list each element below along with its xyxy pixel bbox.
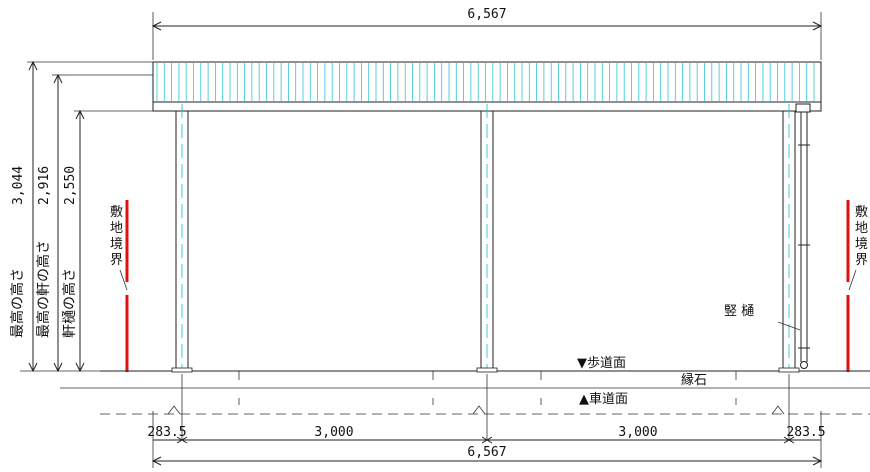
left-span-dimension: 3,000 <box>314 425 353 440</box>
downspout-label: 竪 樋 <box>724 303 754 319</box>
boundary-left-label: 敷地境界 <box>110 205 123 268</box>
top-overall-dimension: 6,567 <box>151 7 823 60</box>
curb-label: 縁石 <box>681 372 707 388</box>
post-right <box>782 104 796 372</box>
roof-panel <box>152 61 822 112</box>
roadway-level-label: ▲車道面 <box>579 392 628 407</box>
boundary-right-label: 敷地境界 <box>855 205 868 268</box>
roof-hatch <box>156 63 815 101</box>
right-span-dimension: 3,000 <box>618 425 657 440</box>
height-dimension-max <box>27 60 153 373</box>
ground <box>60 367 870 415</box>
boundary-left <box>119 200 129 372</box>
max-height-value-group: 3,044 <box>11 166 26 205</box>
max-eave-value-group: 2,916 <box>37 166 52 205</box>
max-height-value: 3,044 <box>11 166 26 205</box>
post-center <box>480 104 494 372</box>
right-offset-dimension: 283.5 <box>786 425 825 440</box>
bottom-dimension-chain <box>151 374 823 468</box>
left-offset-dimension: 283.5 <box>147 425 186 440</box>
max-eave-height-label: 最高の軒の高さ <box>35 240 52 338</box>
max-height-label-group: 最高の高さ <box>9 268 26 338</box>
gutter-label-group: 軒樋の高さ <box>61 268 78 338</box>
boundary-left-text: 敷地境界 <box>110 205 123 268</box>
overall-width-bottom-text: 6,567 <box>467 445 506 460</box>
post-left <box>175 104 189 372</box>
boundary-right-text: 敷地境界 <box>855 205 868 268</box>
gutter-value-group: 2,550 <box>63 166 78 205</box>
eave-gutter-height-value: 2,550 <box>63 166 78 205</box>
downspout <box>777 103 811 369</box>
overall-width-top-text: 6,567 <box>467 7 506 22</box>
height-dimension-eave <box>52 73 153 373</box>
max-eave-height-value: 2,916 <box>37 166 52 205</box>
max-height-label: 最高の高さ <box>9 268 26 338</box>
eave-gutter-height-label: 軒樋の高さ <box>61 268 78 338</box>
max-eave-label-group: 最高の軒の高さ <box>35 240 52 338</box>
boundary-right <box>846 200 857 372</box>
sidewalk-level-label: ▼歩道面 <box>577 356 626 371</box>
